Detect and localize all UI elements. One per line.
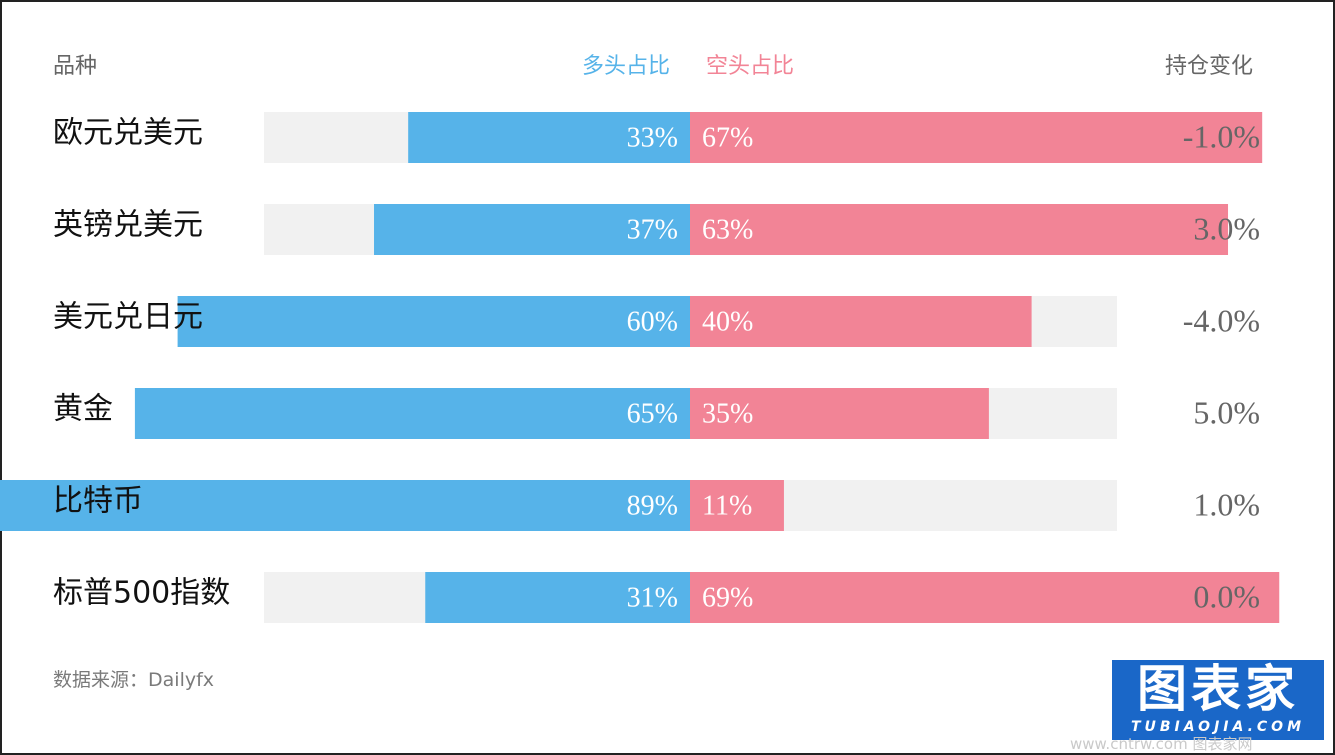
long-value-label: 65%: [627, 399, 678, 430]
source-label: 数据来源：: [53, 669, 149, 691]
short-value-label: 63%: [702, 215, 753, 246]
long-value-label: 37%: [627, 215, 678, 246]
category-label: 比特币: [53, 484, 143, 519]
long-bar: [374, 204, 690, 255]
category-label: 黄金: [53, 392, 113, 427]
position-change-value: -4.0%: [1183, 303, 1260, 339]
long-bar: [425, 572, 690, 623]
long-value-label: 31%: [627, 583, 678, 614]
short-value-label: 69%: [702, 583, 753, 614]
short-bar: [690, 204, 1229, 255]
long-bar: [0, 480, 690, 531]
category-label: 英镑兑美元: [53, 208, 203, 243]
position-change-value: 5.0%: [1193, 395, 1260, 431]
short-value-label: 40%: [702, 307, 753, 338]
position-change-value: 0.0%: [1193, 579, 1260, 615]
category-label: 美元兑日元: [53, 300, 203, 335]
short-bar: [690, 572, 1280, 623]
diverging-bar-chart: 欧元兑美元 33% 67% -1.0% 英镑兑美元 37% 63% 3.0% 美元兑日元 60% 4…: [0, 112, 1280, 623]
category-label: 标普500指数: [53, 576, 230, 611]
short-bar: [690, 296, 1032, 347]
position-change-value: 3.0%: [1193, 211, 1260, 247]
source-value: Dailyfx: [148, 669, 215, 691]
source-note: 数据来源：Dailyfx: [53, 666, 214, 694]
logo-text: 图表家: [1137, 660, 1299, 718]
legend-short: 空头占比: [706, 54, 795, 79]
long-value-label: 89%: [627, 491, 678, 522]
legend-long: 多头占比: [582, 54, 671, 79]
logo-subtext: TUBIAOJIA.COM: [1130, 719, 1306, 735]
long-bar: [134, 388, 690, 439]
column-header-name: 品种: [53, 54, 98, 79]
category-label: 欧元兑美元: [53, 116, 203, 151]
long-bar: [177, 296, 691, 347]
short-value-label: 11%: [702, 491, 752, 522]
short-value-label: 35%: [702, 399, 753, 430]
watermark: www.cntrw.com 图表家网: [1070, 735, 1253, 753]
position-change-value: -1.0%: [1183, 119, 1260, 155]
long-value-label: 60%: [627, 307, 678, 338]
column-header-change: 持仓变化: [1165, 54, 1254, 79]
short-bar: [690, 388, 989, 439]
short-bar: [690, 480, 784, 531]
long-value-label: 33%: [627, 123, 678, 154]
brand-logo: 图表家 TUBIAOJIA.COM: [1112, 660, 1324, 740]
short-bar: [690, 112, 1263, 163]
long-bar: [408, 112, 690, 163]
position-change-value: 1.0%: [1193, 487, 1260, 523]
short-value-label: 67%: [702, 123, 753, 154]
